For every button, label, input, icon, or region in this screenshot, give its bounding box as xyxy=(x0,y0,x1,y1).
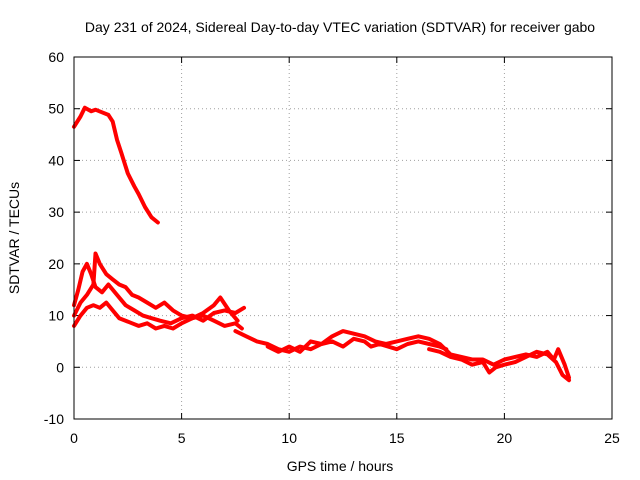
series-line-track-e xyxy=(265,329,571,380)
y-tick-label: 40 xyxy=(48,152,64,168)
series-line-track-d xyxy=(233,329,449,354)
x-tick-label: 10 xyxy=(281,430,297,446)
gridlines xyxy=(74,57,612,419)
y-tick-label: 50 xyxy=(48,101,64,117)
x-tick-label: 25 xyxy=(604,430,620,446)
data-series xyxy=(72,105,571,383)
series-line-track-c xyxy=(72,251,240,323)
x-axis-title: GPS time / hours xyxy=(287,458,394,474)
series-line-track-high xyxy=(72,105,160,225)
x-tick-label: 0 xyxy=(70,430,78,446)
plot-frame xyxy=(73,56,613,420)
series-line-track-f xyxy=(427,347,571,383)
y-tick-label: 10 xyxy=(48,308,64,324)
y-tick-label: 60 xyxy=(48,49,64,65)
y-tick-label: 20 xyxy=(48,256,64,272)
x-tick-label: 20 xyxy=(497,430,513,446)
axis-ticks xyxy=(73,56,613,420)
tick-labels: 0 5 10 15 20 25 -10 0 10 20 30 40 50 60 xyxy=(44,49,620,446)
series-line-track-a xyxy=(72,261,246,326)
y-tick-label: -10 xyxy=(44,411,64,427)
y-tick-label: 0 xyxy=(56,359,64,375)
y-axis-title: SDTVAR / TECUs xyxy=(6,182,22,294)
x-tick-label: 5 xyxy=(178,430,186,446)
y-tick-label: 30 xyxy=(48,204,64,220)
series-line-track-b xyxy=(72,300,244,331)
chart-title: Day 231 of 2024, Sidereal Day-to-day VTE… xyxy=(85,19,595,35)
x-tick-label: 15 xyxy=(389,430,405,446)
